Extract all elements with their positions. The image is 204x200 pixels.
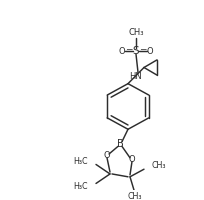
- Text: H₃C: H₃C: [73, 157, 88, 166]
- Text: O: O: [146, 47, 153, 56]
- Text: =: =: [125, 46, 132, 55]
- Text: HN: HN: [129, 72, 142, 81]
- Text: H₃C: H₃C: [73, 182, 88, 191]
- Text: O: O: [118, 47, 125, 56]
- Text: CH₃: CH₃: [127, 192, 142, 200]
- Text: O: O: [103, 151, 110, 160]
- Text: CH₃: CH₃: [151, 161, 166, 170]
- Text: O: O: [128, 155, 135, 164]
- Text: =: =: [139, 46, 146, 55]
- Text: B: B: [116, 139, 123, 149]
- Text: CH₃: CH₃: [128, 28, 143, 37]
- Text: S: S: [132, 46, 139, 56]
